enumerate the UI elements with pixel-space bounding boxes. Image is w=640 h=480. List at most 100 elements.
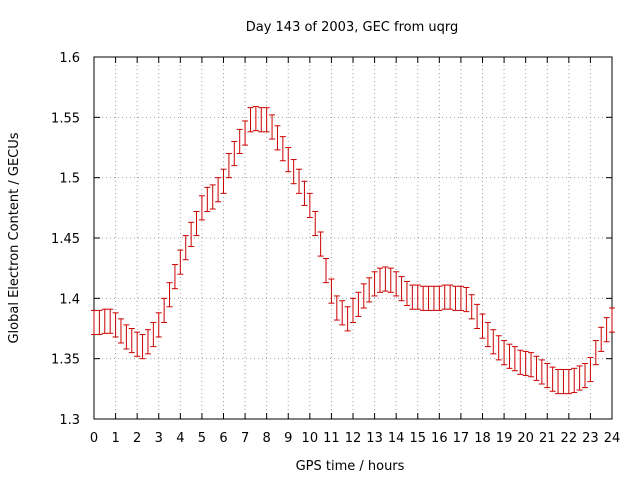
error-bar-point: [571, 367, 578, 393]
error-bar-point: [96, 309, 103, 336]
error-bar-point: [360, 283, 367, 309]
error-bar-point: [134, 331, 141, 357]
x-tick-label: 5: [198, 431, 206, 446]
x-tick-label: 14: [388, 431, 405, 446]
error-bar-point: [603, 317, 610, 343]
y-tick-label: 1.5: [59, 172, 80, 187]
error-bar-point: [312, 210, 319, 237]
x-axis-label: GPS time / hours: [296, 459, 405, 474]
error-bar-point: [387, 267, 394, 293]
x-tick-label: 23: [582, 431, 599, 446]
error-bar-point: [376, 267, 383, 293]
x-tick-label: 11: [323, 431, 340, 446]
error-bar-point: [155, 312, 162, 338]
error-bar-point: [414, 284, 421, 310]
error-bar-point: [177, 249, 184, 275]
error-bar-point: [166, 282, 173, 308]
error-bar-point: [533, 355, 540, 381]
x-tick-label: 19: [496, 431, 513, 446]
error-bar-point: [490, 329, 497, 355]
error-bar-point: [598, 326, 605, 352]
error-bar-point: [452, 285, 459, 311]
error-bar-point: [339, 300, 346, 326]
error-bar-point: [403, 280, 410, 307]
error-bar-point: [528, 352, 535, 378]
error-bar-point: [242, 120, 249, 146]
error-bar-point: [436, 285, 443, 311]
error-bar-point: [225, 153, 232, 179]
error-bar-point: [323, 258, 330, 284]
error-bar-point: [150, 321, 157, 348]
error-bar-point: [209, 184, 216, 210]
error-bar-point: [128, 328, 135, 354]
error-bar-point: [468, 294, 475, 320]
y-tick-label: 1.3: [59, 413, 80, 428]
error-bar-point: [555, 369, 562, 395]
x-tick-label: 1: [111, 431, 119, 446]
error-bar-point: [549, 366, 556, 392]
error-bar-point: [506, 343, 513, 369]
error-bar-point: [565, 369, 572, 395]
error-bar-point: [236, 128, 243, 155]
error-bar-point: [457, 285, 464, 311]
error-bar-point: [306, 192, 313, 218]
error-bar-point: [301, 180, 308, 206]
y-tick-labels: 1.3 1.35 1.4 1.45 1.5 1.55 1.6: [51, 51, 80, 428]
error-bar-point: [501, 340, 508, 366]
error-bar-point: [447, 284, 454, 310]
error-bar-point: [495, 335, 502, 361]
x-tick-label: 3: [155, 431, 163, 446]
error-bar-point: [344, 306, 351, 332]
error-bar-point: [409, 284, 416, 310]
error-bar-point: [204, 186, 211, 212]
error-bar-point: [171, 264, 178, 290]
error-bar-point: [112, 312, 119, 338]
error-bar-point: [333, 295, 340, 321]
error-bar-point: [328, 278, 335, 304]
error-bars: [91, 105, 615, 395]
error-bar-point: [479, 313, 486, 339]
error-bar-point: [560, 369, 567, 395]
y-tick-label: 1.45: [51, 232, 80, 247]
x-tick-label: 20: [517, 431, 534, 446]
error-bar-point: [366, 277, 373, 303]
error-bar-point: [258, 107, 265, 133]
error-bar-point: [117, 318, 124, 344]
x-tick-label: 2: [133, 431, 141, 446]
error-bar-point: [522, 350, 529, 377]
error-bar-point: [420, 285, 427, 311]
error-bar-point: [474, 303, 481, 329]
x-tick-label: 16: [431, 431, 448, 446]
error-bar-point: [371, 271, 378, 297]
error-bar-point: [609, 307, 615, 333]
y-tick-label: 1.55: [51, 111, 80, 126]
error-bar-point: [252, 105, 259, 132]
x-tick-label: 0: [90, 431, 98, 446]
error-bar-point: [317, 231, 324, 257]
error-bar-point: [269, 114, 276, 140]
chart-title: Day 143 of 2003, GEC from uqrg: [246, 20, 459, 35]
error-bar-point: [161, 297, 168, 323]
error-bar-point: [517, 349, 524, 375]
error-bar-point: [355, 291, 362, 317]
x-tick-label: 10: [302, 431, 319, 446]
x-tick-label: 24: [604, 431, 621, 446]
x-tick-label: 8: [263, 431, 271, 446]
error-bar-point: [290, 159, 297, 185]
error-bar-point: [350, 297, 356, 323]
error-bar-point: [484, 321, 491, 348]
error-bar-point: [91, 309, 97, 336]
y-axis-label: Global Electron Content / GECUs: [7, 132, 22, 343]
axis-ticks: [93, 56, 613, 420]
y-tick-label: 1.35: [51, 353, 80, 368]
error-bar-point: [188, 221, 195, 247]
x-tick-labels: 0 1 2 3 4 5 6 7 8 9 10 11 12 13 14 15 16 17 18 19 20 21 22 23 24: [90, 431, 620, 446]
error-bar-point: [279, 136, 286, 162]
x-tick-label: 15: [409, 431, 426, 446]
error-bar-point: [123, 324, 130, 350]
error-bar-point: [231, 140, 238, 167]
error-bar-point: [263, 107, 270, 133]
error-bar-point: [274, 125, 281, 151]
error-bar-point: [182, 235, 189, 261]
